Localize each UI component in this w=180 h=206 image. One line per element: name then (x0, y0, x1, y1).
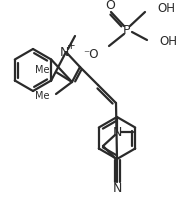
Text: OH: OH (157, 1, 175, 14)
Text: P: P (123, 23, 131, 36)
Text: ⁻O: ⁻O (84, 48, 99, 61)
Text: N: N (112, 183, 122, 195)
Text: +: + (67, 41, 75, 51)
Text: N: N (59, 46, 69, 59)
Text: N: N (112, 125, 122, 138)
Text: Me: Me (35, 91, 50, 101)
Text: Me: Me (35, 65, 50, 75)
Text: O: O (105, 0, 115, 12)
Text: OH: OH (159, 34, 177, 48)
